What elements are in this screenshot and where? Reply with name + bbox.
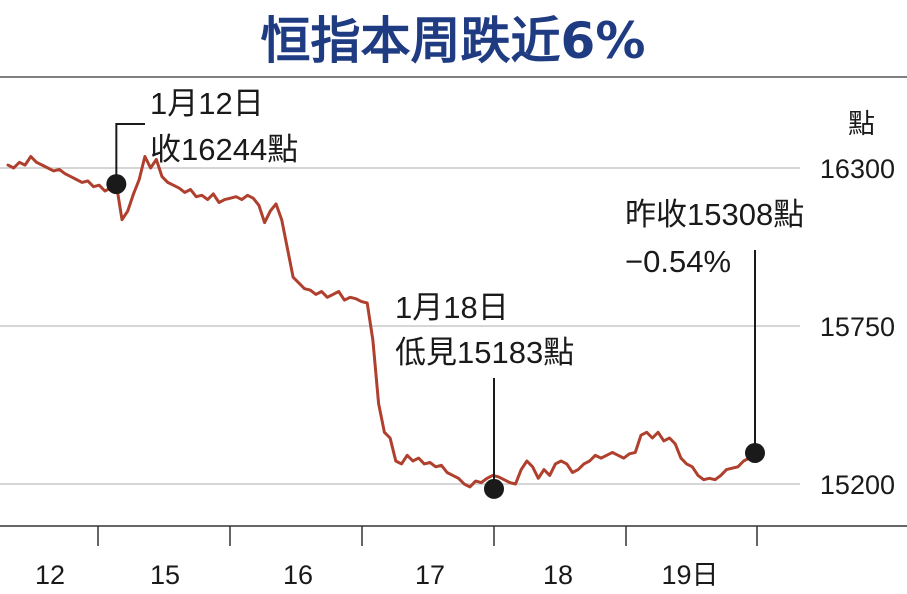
annotation-jan12-date: 1月12日 — [150, 86, 264, 121]
annotation-jan12-marker — [106, 174, 127, 195]
x-tick-label: 12 — [35, 560, 65, 590]
annotation-latest-marker — [745, 442, 765, 463]
annotation-jan12-close: 收16244點 — [150, 132, 298, 167]
y-tick-label: 15200 — [820, 470, 895, 500]
y-tick-label: 16300 — [820, 154, 895, 184]
annotation-latest-close: 昨收15308點 — [625, 197, 804, 232]
x-ticks: 12 15 16 17 18 19日 — [35, 526, 758, 590]
x-tick-label: 19日 — [661, 560, 718, 590]
annotation-jan12-leader — [115, 123, 145, 185]
annotation-latest-change: −0.54% — [625, 244, 731, 279]
y-tick-label: 15750 — [820, 312, 895, 342]
x-tick-label: 17 — [415, 560, 445, 590]
x-tick-label: 15 — [150, 560, 180, 590]
y-tick-labels: 15200 15750 16300 — [820, 154, 895, 500]
x-tick-label: 16 — [283, 560, 313, 590]
annotation-jan18-marker — [484, 478, 504, 499]
annotation-jan12: 1月12日 收16244點 — [106, 86, 298, 195]
annotation-jan18: 1月18日 低見15183點 — [395, 290, 574, 499]
chart-title: 恒指本周跌近6% — [261, 12, 646, 70]
grid-lines — [0, 167, 800, 485]
annotation-jan18-date: 1月18日 — [395, 290, 509, 325]
series-line — [6, 155, 757, 489]
x-tick-label: 18 — [543, 560, 573, 590]
annotation-latest: 昨收15308點 −0.54% — [625, 197, 804, 463]
y-unit-label: 點 — [848, 109, 875, 139]
annotation-jan18-low: 低見15183點 — [395, 335, 574, 370]
